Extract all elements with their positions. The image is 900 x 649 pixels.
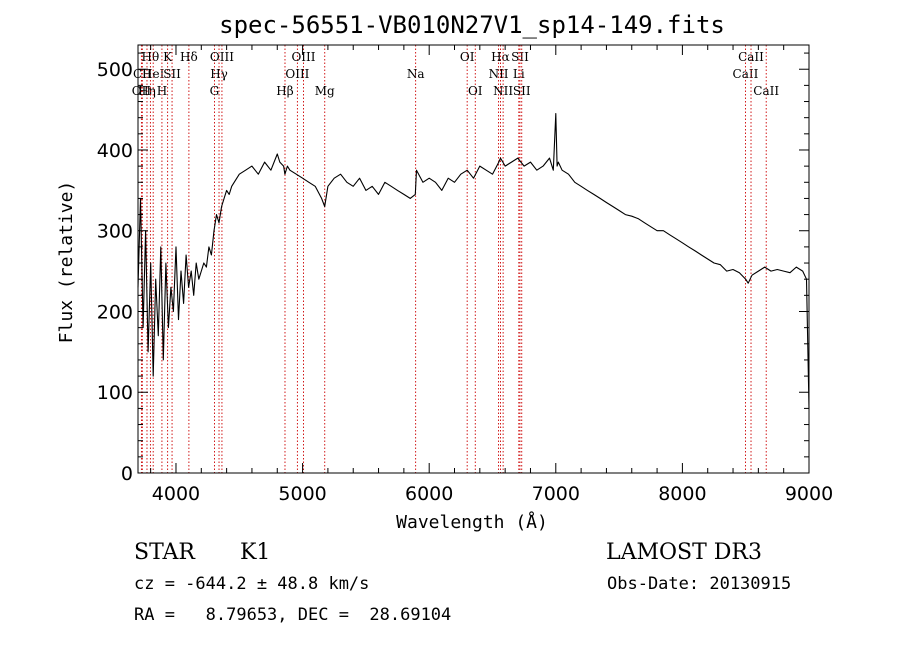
line-marker-label: Hα bbox=[491, 50, 510, 64]
coordinates: RA = 8.79653, DEC = 28.69104 bbox=[134, 605, 452, 625]
line-marker-label: OIII bbox=[291, 50, 315, 64]
line-marker-label: CaII bbox=[733, 67, 759, 81]
x-tick-label: 7000 bbox=[532, 483, 580, 505]
line-marker-label: Hδ bbox=[180, 50, 198, 64]
line-marker-label: G bbox=[210, 84, 220, 98]
line-marker-label: HeI bbox=[142, 67, 165, 81]
line-marker-label: Hβ bbox=[276, 84, 293, 98]
survey-name: LAMOST DR3 bbox=[606, 540, 762, 565]
line-marker-label: H bbox=[157, 84, 167, 98]
line-marker-label: OI bbox=[468, 84, 483, 98]
line-marker-label: Mg bbox=[315, 84, 335, 98]
x-tick-label: 5000 bbox=[278, 483, 326, 505]
line-marker-label: NII bbox=[489, 67, 509, 81]
line-marker-label: OIII bbox=[210, 50, 234, 64]
line-marker-label: K bbox=[163, 50, 173, 64]
line-marker-label: OII bbox=[132, 84, 152, 98]
y-tick-label: 500 bbox=[97, 59, 133, 81]
line-marker-label: SII bbox=[163, 67, 181, 81]
x-tick-label: 4000 bbox=[152, 483, 200, 505]
x-axis-label: Wavelength (Å) bbox=[396, 511, 548, 533]
plot-frame bbox=[137, 44, 810, 474]
spectrum-series-line bbox=[137, 113, 810, 409]
line-marker-label: SII bbox=[513, 84, 531, 98]
y-tick-label: 100 bbox=[97, 382, 133, 404]
object-subclass: K1 bbox=[240, 540, 271, 565]
x-tick-label: 6000 bbox=[405, 483, 453, 505]
line-marker-label: NII bbox=[493, 84, 513, 98]
y-tick-label: 400 bbox=[97, 140, 133, 162]
redshift-cz: cz = -644.2 ± 48.8 km/s bbox=[134, 574, 370, 594]
x-axis: 4000 5000 6000 7000 8000 9000 bbox=[150, 45, 833, 505]
observation-date: Obs-Date: 20130915 bbox=[607, 574, 792, 594]
x-tick-label: 9000 bbox=[785, 483, 833, 505]
line-marker-label: OIII bbox=[285, 67, 309, 81]
line-marker-label: Li bbox=[513, 67, 525, 81]
line-marker-label: SII bbox=[511, 50, 529, 64]
x-tick-label: 8000 bbox=[658, 483, 706, 505]
y-axis-label: Flux (relative) bbox=[56, 181, 77, 344]
line-marker-label: Hθ bbox=[142, 50, 160, 64]
line-markers: OIICIIHηHθHeIHKSIIHδGHγOIIIHβOIIIOIIIMgN… bbox=[132, 45, 779, 473]
chart-title: spec-56551-VB010N27V1_sp14-149.fits bbox=[219, 11, 725, 39]
y-tick-label: 0 bbox=[121, 463, 133, 485]
line-marker-label: CaII bbox=[753, 84, 779, 98]
line-marker-label: CaII bbox=[738, 50, 764, 64]
line-marker-label: Na bbox=[407, 67, 425, 81]
object-class: STAR bbox=[134, 540, 195, 565]
line-marker-label: Hγ bbox=[210, 67, 228, 81]
y-tick-label: 300 bbox=[97, 221, 133, 243]
line-marker-label: OI bbox=[460, 50, 475, 64]
line-marker-label: Hη bbox=[138, 84, 156, 98]
y-axis: 0 100 200 300 400 500 bbox=[97, 52, 809, 485]
y-tick-label: 200 bbox=[97, 301, 133, 323]
